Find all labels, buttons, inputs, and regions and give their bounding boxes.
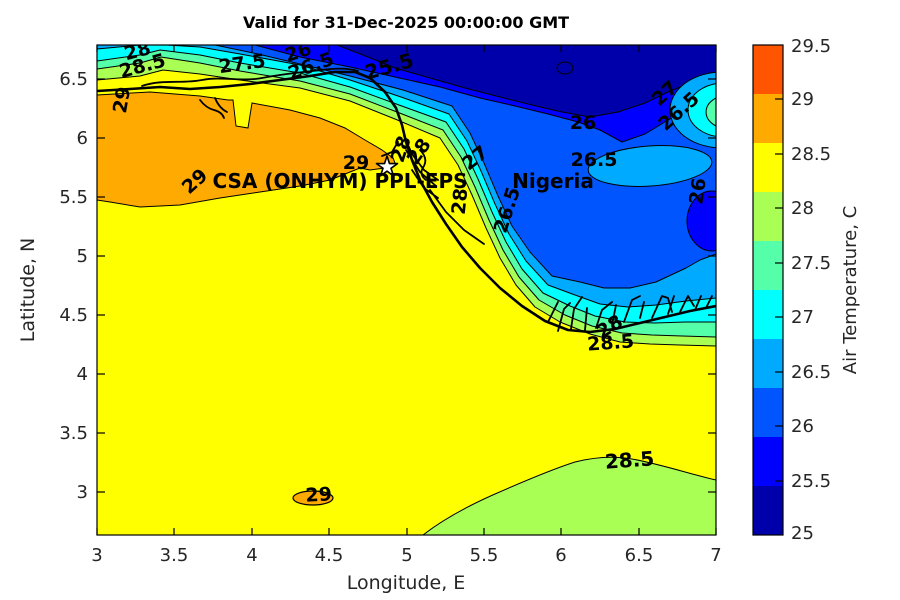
colorbar-band bbox=[753, 143, 783, 192]
x-tick-label: 6.5 bbox=[625, 545, 654, 566]
colorbar-band bbox=[753, 290, 783, 339]
colorbar-band bbox=[753, 94, 783, 143]
country-label: Nigeria bbox=[512, 169, 594, 193]
closed-contour-25-circle bbox=[556, 61, 574, 75]
contour-28p5 bbox=[97, 69, 716, 347]
contour-27p5 bbox=[97, 49, 716, 324]
contour-25p5 bbox=[336, 45, 716, 118]
plot-area: 28 28.5 29 27.5 26 26.5 25.5 29 29 28 28… bbox=[97, 37, 716, 535]
band-greenyellow-southeast bbox=[423, 457, 716, 535]
colorbar-tick-label: 26 bbox=[791, 416, 814, 437]
contour-label: 28.5 bbox=[604, 446, 655, 473]
colorbar-tick-labels: 29.5 29 28.5 28 27.5 27 26.5 26 25.5 25 bbox=[791, 36, 831, 544]
contour-27 bbox=[97, 45, 716, 308]
colorbar-tick-label: 28 bbox=[791, 198, 814, 219]
x-tick-label: 5.5 bbox=[470, 545, 499, 566]
colorbar-tick-label: 29 bbox=[791, 89, 814, 110]
y-tick-labels: 6.5 6 5.5 5 4.5 4 3.5 3 bbox=[59, 69, 88, 503]
contour-label: 28 bbox=[448, 187, 473, 216]
warm-pool-orange-northwest bbox=[97, 91, 396, 208]
y-tick-label: 3 bbox=[77, 482, 88, 503]
colorbar-tick-label: 29.5 bbox=[791, 36, 831, 57]
colorbar-ticks bbox=[775, 98, 783, 482]
y-tick-label: 6 bbox=[77, 128, 88, 149]
station-name-label: CSA (ONHYM) PPL-EPS bbox=[212, 169, 467, 193]
pocket-springgreen-topright bbox=[705, 97, 716, 127]
contour-label: 26 bbox=[570, 112, 596, 134]
colorbar: 29.5 29 28.5 28 27.5 27 26.5 26 25.5 25 … bbox=[752, 36, 861, 544]
x-tick-label: 4.5 bbox=[315, 545, 344, 566]
east-creeks bbox=[547, 295, 713, 332]
colorbar-band bbox=[753, 388, 783, 437]
x-ticks bbox=[96, 45, 717, 535]
station-star-icon bbox=[375, 155, 399, 177]
contour-26p5 bbox=[214, 45, 716, 289]
blob-azure-midright bbox=[587, 145, 713, 187]
x-tick-label: 3.5 bbox=[160, 545, 189, 566]
contour-label: 28 bbox=[122, 37, 153, 65]
colorbar-tick-label: 26.5 bbox=[791, 362, 831, 383]
colorbar-axis-label: Air Temperature, C bbox=[840, 206, 861, 374]
plot-title: Valid for 31-Dec-2025 00:00:00 GMT bbox=[243, 13, 569, 32]
y-ticks bbox=[97, 78, 716, 493]
colorbar-band bbox=[753, 241, 783, 290]
y-tick-label: 4.5 bbox=[59, 305, 88, 326]
x-tick-label: 7 bbox=[710, 545, 721, 566]
x-tick-label: 3 bbox=[91, 545, 102, 566]
colorbar-tick-label: 27.5 bbox=[791, 253, 831, 274]
lagoon-creeks bbox=[199, 97, 228, 119]
x-tick-label: 6 bbox=[555, 545, 566, 566]
x-tick-label: 4 bbox=[246, 545, 257, 566]
colorbar-border bbox=[752, 44, 784, 536]
y-tick-label: 5 bbox=[77, 246, 88, 267]
y-tick-label: 4 bbox=[77, 364, 88, 385]
colorbar-band bbox=[753, 339, 783, 388]
colorbar-band bbox=[753, 192, 783, 241]
x-tick-label: 5 bbox=[401, 545, 412, 566]
delta-rivers bbox=[381, 135, 485, 245]
y-tick-label: 5.5 bbox=[59, 187, 88, 208]
colorbar-band bbox=[753, 486, 783, 535]
x-tick-labels: 3 3.5 4 4.5 5 5.5 6 6.5 7 bbox=[91, 545, 721, 566]
colorbar-tick-label: 25.5 bbox=[791, 471, 831, 492]
colorbar-tick-label: 28.5 bbox=[791, 144, 831, 165]
contour-26 bbox=[254, 45, 716, 143]
pocket-cyan-topright bbox=[687, 83, 716, 137]
warm-spot-orange-bottom bbox=[292, 490, 334, 506]
contour-label: 26.5 bbox=[571, 149, 618, 171]
contour-label: 29 bbox=[305, 483, 333, 506]
y-tick-label: 6.5 bbox=[59, 69, 88, 90]
contour-label: 26 bbox=[685, 177, 710, 206]
colorbar-band bbox=[753, 437, 783, 486]
colorbar-tick-label: 25 bbox=[791, 523, 814, 544]
contour-28p5-southeast bbox=[422, 456, 716, 535]
contour-label: 29 bbox=[109, 85, 135, 115]
colorbar-band bbox=[753, 45, 783, 94]
y-tick-label: 3.5 bbox=[59, 423, 88, 444]
colorbar-tick-label: 27 bbox=[791, 307, 814, 328]
band-navy-25-25p5 bbox=[337, 45, 716, 117]
contour-label: 28.5 bbox=[586, 330, 634, 355]
pocket-blue-rightedge bbox=[686, 190, 716, 252]
lagoon-line bbox=[141, 67, 359, 87]
x-axis-label: Longitude, E bbox=[347, 572, 466, 594]
y-axis-label: Latitude, N bbox=[17, 238, 39, 343]
contour-label: 29 bbox=[343, 152, 369, 174]
